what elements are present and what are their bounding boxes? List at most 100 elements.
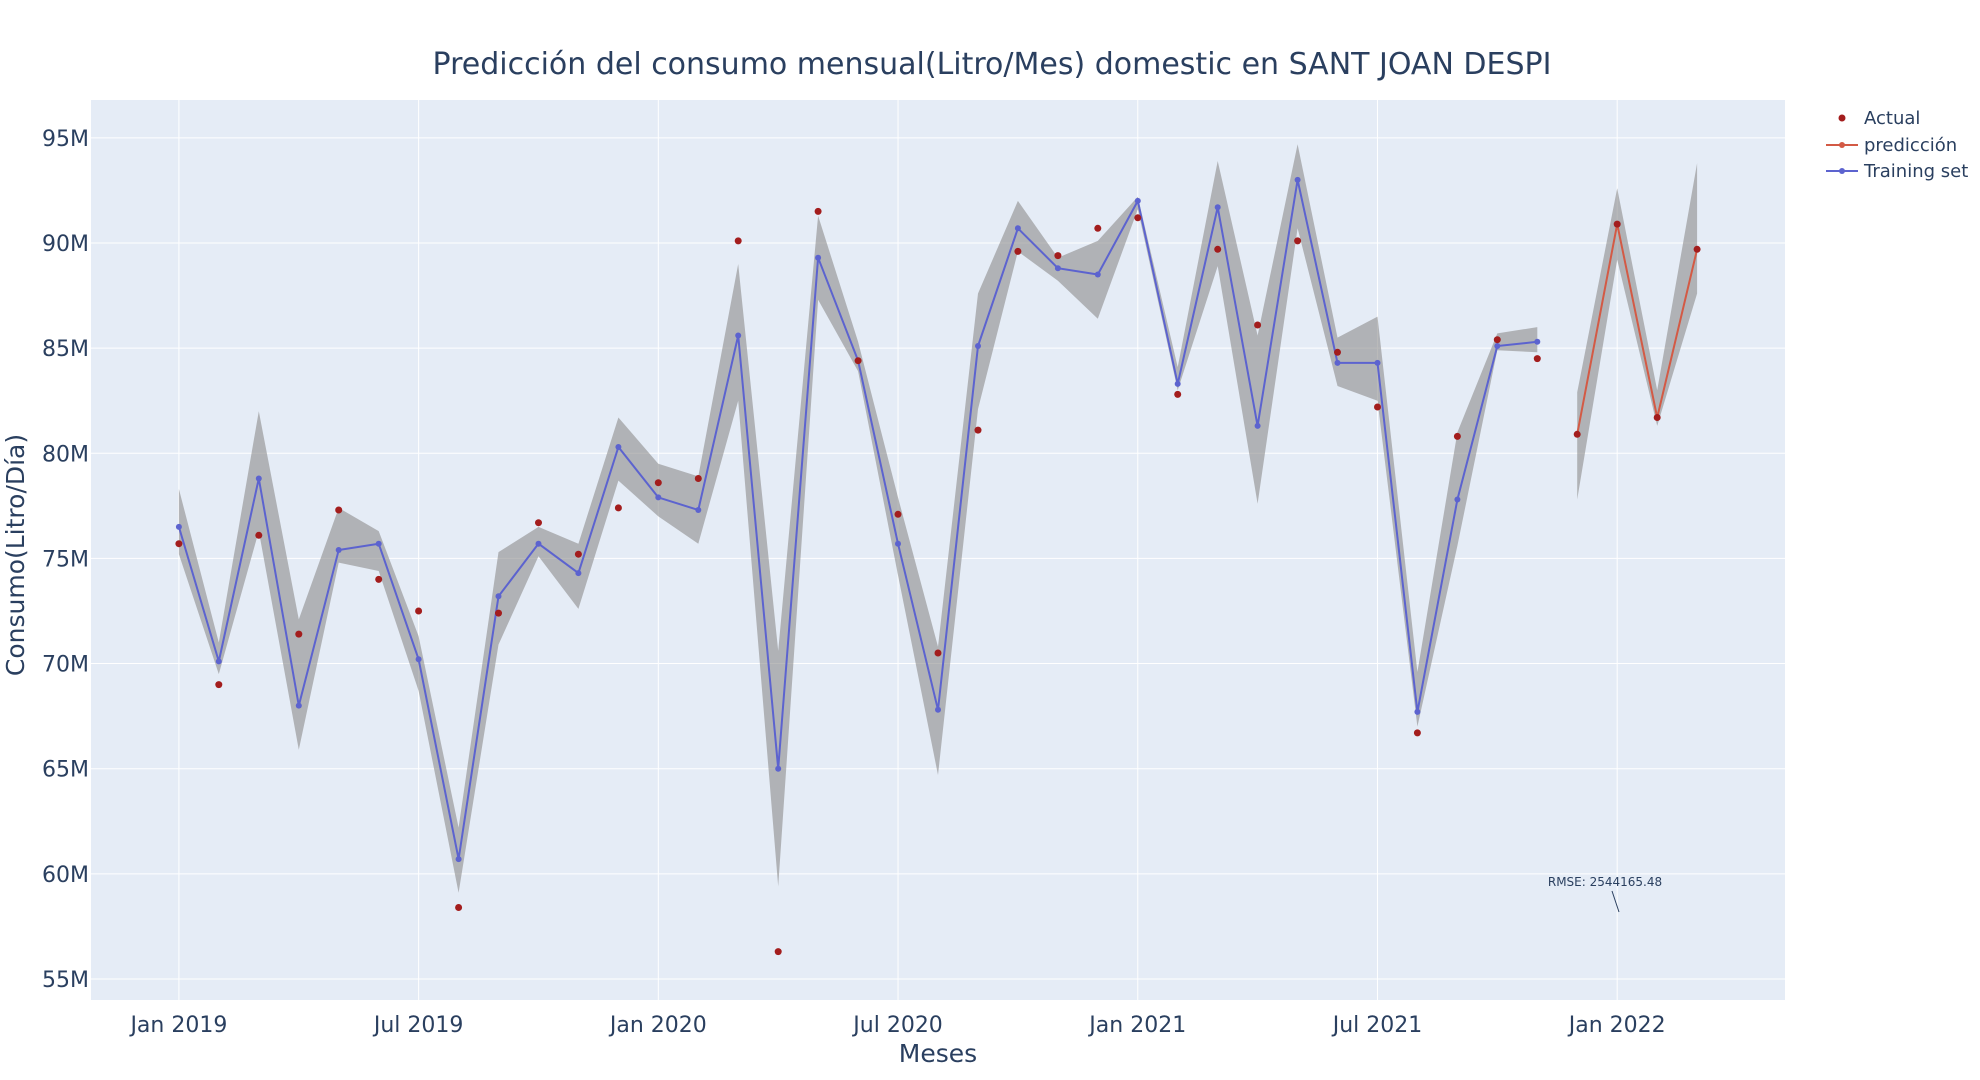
training-set-point: [935, 706, 941, 713]
legend-item-training-set[interactable]: Training set: [1826, 161, 1968, 182]
actual-point: [415, 607, 423, 615]
actual-point: [335, 506, 343, 514]
training-set-point: [1014, 225, 1021, 232]
training-set-point: [695, 507, 702, 513]
actual-point: [255, 531, 263, 539]
legend-label-training-set: Training set: [1863, 161, 1968, 182]
actual-point: [1254, 321, 1262, 329]
actual-point: [1493, 336, 1501, 344]
actual-point: [1374, 403, 1381, 411]
actual-point: [1214, 245, 1222, 253]
actual-point: [1334, 348, 1341, 356]
actual-point: [574, 550, 582, 558]
y-tick-label: 60M: [42, 863, 89, 888]
actual-point: [614, 504, 622, 512]
actual-point: [215, 681, 223, 689]
training-set-point: [1374, 359, 1381, 366]
prediction-confidence-band: [1577, 163, 1698, 500]
actual-point: [1613, 220, 1621, 228]
training-set-point: [1134, 197, 1141, 204]
training-set-point: [1334, 359, 1341, 366]
y-tick-label: 90M: [42, 232, 89, 257]
actual-point: [974, 426, 982, 434]
rmse-annotation: RMSE: 2544165.48: [1548, 875, 1662, 913]
x-tick-label: Jan 2020: [608, 1013, 707, 1038]
actual-point: [175, 540, 183, 548]
y-tick-label: 70M: [42, 653, 89, 678]
actual-point: [1533, 355, 1541, 363]
actual-point: [854, 357, 862, 365]
training-set-point: [1094, 271, 1101, 278]
x-tick-label: Jul 2020: [851, 1013, 943, 1038]
legend-item-prediccion[interactable]: predicción: [1826, 135, 1957, 156]
actual-point: [1014, 247, 1022, 255]
legend-marker-training-set: [1839, 168, 1845, 174]
legend-label-actual: Actual: [1864, 108, 1920, 129]
prediction-line: [1576, 223, 1699, 435]
training-set-point: [815, 254, 822, 261]
actual-point: [814, 207, 822, 215]
confidence-bands: [178, 144, 1698, 893]
rmse-annotation-text: RMSE: 2544165.48: [1548, 875, 1662, 889]
actual-point: [455, 904, 463, 911]
rmse-annotation-arrow: [1611, 890, 1620, 913]
training-set-point: [1214, 204, 1221, 211]
training-set-point: [215, 658, 222, 665]
y-tick-label: 65M: [42, 758, 89, 783]
actual-point: [1054, 252, 1062, 260]
chart-title: Predicción del consumo mensual(Litro/Mes…: [433, 47, 1552, 82]
training-set-point: [1534, 338, 1541, 345]
actual-point: [1453, 432, 1461, 440]
actual-point: [295, 630, 303, 638]
actual-point: [1134, 214, 1142, 222]
x-axis-title: Meses: [899, 1039, 977, 1068]
training-set-point: [415, 656, 422, 663]
y-axis-title: Consumo(Litro/Día): [1, 434, 30, 676]
y-tick-label: 75M: [42, 547, 89, 572]
legend-marker-actual: [1838, 114, 1846, 122]
actual-point: [774, 948, 782, 956]
actual-point: [894, 510, 902, 518]
actual-point: [734, 237, 742, 245]
x-tick-label: Jan 2019: [128, 1013, 227, 1038]
training-set-point: [655, 494, 662, 501]
training-set-point: [1494, 343, 1501, 349]
actual-point: [1413, 729, 1421, 737]
training-set-point: [895, 540, 901, 547]
training-set-point: [975, 343, 981, 349]
actual-point: [1653, 414, 1661, 421]
training-set-point: [575, 570, 582, 577]
training-set-point: [255, 475, 262, 482]
training-set-point: [775, 765, 782, 772]
x-tick-label: Jul 2021: [1331, 1013, 1423, 1038]
actual-point: [495, 609, 502, 617]
training-set-point: [495, 593, 502, 600]
y-tick-label: 55M: [42, 968, 89, 993]
actual-point: [535, 519, 542, 527]
training-set-point: [535, 540, 542, 547]
training-set-point: [1294, 176, 1301, 183]
x-tick-label: Jan 2022: [1567, 1013, 1666, 1038]
series-points: [175, 176, 1701, 956]
actual-point: [1693, 245, 1701, 253]
actual-point: [1094, 224, 1102, 232]
actual-point: [1294, 237, 1302, 245]
actual-point: [1174, 390, 1182, 398]
tick-labels: 55M 60M 65M 70M 75M 80M 85M 90M 95M Jan 2019 Jul 2…: [42, 127, 1666, 1038]
training-set-point: [1174, 380, 1181, 387]
training-set-point: [1254, 422, 1261, 429]
y-tick-label: 95M: [42, 127, 89, 152]
training-set-point: [615, 444, 622, 450]
actual-point: [654, 479, 662, 487]
training-set-point: [455, 856, 462, 863]
training-set-point: [295, 702, 302, 709]
x-tick-label: Jul 2019: [372, 1013, 464, 1038]
training-set-point: [375, 540, 382, 547]
y-tick-label: 80M: [42, 442, 89, 467]
training-set-point: [1054, 265, 1061, 272]
actual-point: [694, 475, 702, 482]
legend-item-actual[interactable]: Actual: [1838, 108, 1921, 129]
actual-point: [1573, 430, 1581, 438]
legend[interactable]: Actual predicción Training set: [1826, 108, 1968, 182]
